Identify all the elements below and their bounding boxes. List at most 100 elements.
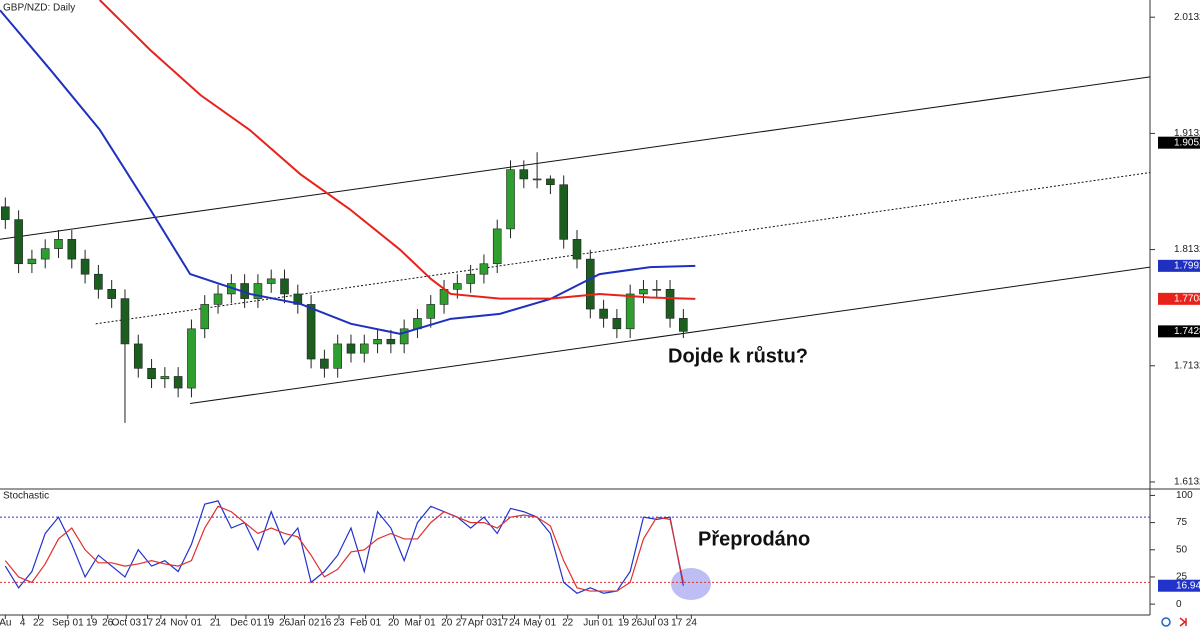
price-label: 1.7992 xyxy=(1174,260,1200,271)
x-tick-label: Jul 03 xyxy=(642,618,669,629)
price-label: 1.7708 xyxy=(1174,293,1200,304)
y-tick-label: 50 xyxy=(1176,544,1188,555)
candle-body xyxy=(213,293,223,305)
candle-body xyxy=(306,304,316,360)
x-tick-label: 21 xyxy=(210,618,222,629)
candle-body xyxy=(14,219,23,265)
candle-body xyxy=(94,273,103,290)
candle-body xyxy=(399,328,409,345)
annotation: Přeprodáno xyxy=(698,528,810,550)
x-tick-label: 20 xyxy=(441,618,453,629)
indicator-title: Stochastic xyxy=(3,491,49,502)
x-tick-label: 17 xyxy=(671,618,683,629)
candle-body xyxy=(426,304,436,319)
chart-title: GBP/NZD: Daily xyxy=(3,3,75,14)
candle-body xyxy=(572,239,582,260)
candle-body xyxy=(506,169,515,230)
x-tick-label: Apr 03 xyxy=(468,618,498,629)
candle-body xyxy=(466,273,475,284)
candle-body xyxy=(346,343,356,354)
candle-body xyxy=(187,328,196,389)
x-tick-label: 20 xyxy=(388,618,400,629)
x-tick-label: 27 xyxy=(456,618,468,629)
candle-body xyxy=(679,318,688,332)
candle-body xyxy=(599,308,608,319)
x-tick-label: Jun 01 xyxy=(583,618,613,629)
candle-body xyxy=(386,338,396,345)
y-tick-label: 1.9132 xyxy=(1174,128,1200,139)
candle-body xyxy=(160,376,170,380)
icon[interactable] xyxy=(1161,617,1171,627)
stochastic-line xyxy=(4,505,684,592)
y-tick-label: 100 xyxy=(1176,490,1193,501)
candle-body xyxy=(40,248,50,260)
x-tick-label: 17 xyxy=(142,618,154,629)
candle-body xyxy=(652,289,662,291)
toolbar-icons[interactable] xyxy=(1161,617,1187,627)
x-tick-label: Jan 02 xyxy=(289,618,319,629)
y-tick-label: 1.6132 xyxy=(1174,477,1200,488)
candle-body xyxy=(665,289,675,319)
x-tick-label: 24 xyxy=(686,618,698,629)
highlight-circle xyxy=(671,568,711,600)
x-tick-label: Nov 01 xyxy=(170,618,202,629)
x-tick-label: 22 xyxy=(562,618,574,629)
candle-body xyxy=(80,258,90,275)
x-tick-label: 26 xyxy=(631,618,643,629)
candle-body xyxy=(519,169,529,180)
candle-body xyxy=(639,289,648,295)
x-tick-label: Oct 03 xyxy=(112,618,142,629)
y-tick-label: 0 xyxy=(1176,599,1182,610)
y-tick-label: 25 xyxy=(1176,572,1188,583)
x-tick-label: 22 xyxy=(33,618,45,629)
x-tick-label: Dec 01 xyxy=(230,618,262,629)
candle-body xyxy=(625,293,635,330)
candle-body xyxy=(612,318,622,330)
x-tick-label: 23 xyxy=(333,618,345,629)
x-tick-label: 26 xyxy=(279,618,291,629)
candle-body xyxy=(280,278,289,295)
x-tick-label: 16 xyxy=(320,618,332,629)
candle-body xyxy=(200,304,210,330)
x-tick-label: May 01 xyxy=(523,618,556,629)
price-label-bg xyxy=(1158,325,1200,338)
candle-body xyxy=(320,358,329,369)
candle-body xyxy=(107,289,116,299)
icon[interactable] xyxy=(1179,617,1187,627)
candle-body xyxy=(253,283,263,299)
x-tick-label: 26 xyxy=(102,618,114,629)
value-label: 16.94 xyxy=(1176,580,1200,591)
moving-average xyxy=(99,0,696,300)
moving-average xyxy=(0,9,696,335)
x-tick-label: 24 xyxy=(509,618,521,629)
candle-body xyxy=(373,338,382,345)
trend-line xyxy=(0,76,1151,240)
candle-body xyxy=(27,258,37,265)
candle-body xyxy=(532,178,542,181)
price-label: 1.9052 xyxy=(1174,137,1200,148)
candle-body xyxy=(585,258,595,310)
price-label: 1.7428 xyxy=(1174,326,1200,337)
price-label-bg xyxy=(1158,292,1200,305)
candle-body xyxy=(453,283,462,290)
candle-body xyxy=(133,343,143,369)
x-tick-label: 24 xyxy=(155,618,167,629)
x-tick-label: 19 xyxy=(618,618,630,629)
price-label-bg xyxy=(1158,136,1200,149)
x-tick-label: Feb 01 xyxy=(350,618,382,629)
y-tick-label: 1.8132 xyxy=(1174,244,1200,255)
candle-body xyxy=(54,239,63,249)
candle-body xyxy=(559,184,568,240)
candle-body xyxy=(359,343,369,354)
x-tick-label: 4 xyxy=(20,618,26,629)
candle-body xyxy=(492,228,502,265)
trend-line xyxy=(190,266,1151,405)
y-tick-label: 75 xyxy=(1176,517,1188,528)
x-tick-label: Mar 01 xyxy=(405,618,437,629)
x-tick-label: 17 xyxy=(497,618,509,629)
x-tick-label: Sep 01 xyxy=(52,618,84,629)
stochastic-line xyxy=(4,500,684,594)
price-label-bg xyxy=(1158,259,1200,272)
x-tick-label: 19 xyxy=(263,618,275,629)
